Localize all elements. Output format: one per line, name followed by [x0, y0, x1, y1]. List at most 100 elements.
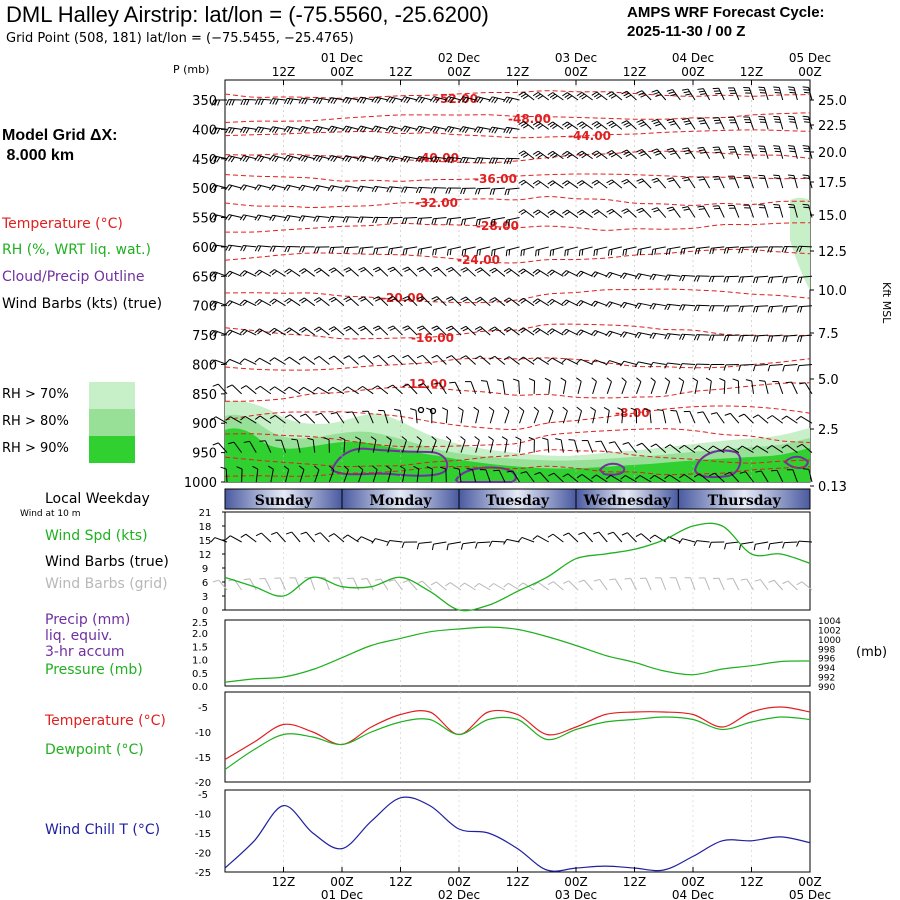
wind-barb — [682, 206, 696, 218]
wind-barb — [562, 473, 579, 483]
surface-wind-barb — [635, 533, 652, 543]
wind-barb — [372, 465, 378, 483]
surface-wind-barb — [401, 541, 418, 548]
temp-ytick-label: -5 — [198, 703, 208, 714]
wind-barb — [357, 385, 374, 395]
wind-barb — [488, 157, 505, 164]
wind-barb — [505, 246, 520, 257]
grid-wind-barb — [639, 577, 652, 591]
surface-wind-barb — [300, 531, 316, 543]
wind-barb — [758, 174, 769, 189]
wind-barb — [372, 354, 389, 365]
wind-barb — [402, 246, 418, 255]
wind-barb — [401, 186, 418, 193]
wind-barb — [386, 465, 392, 483]
legend-precip-accum: 3-hr accum — [45, 644, 125, 660]
surface-wind-barb — [488, 540, 505, 547]
wind-barb — [693, 304, 710, 312]
wind-barb — [682, 176, 696, 189]
wind-barb — [254, 245, 271, 252]
wind-barb — [649, 303, 666, 310]
wind-barb — [503, 297, 520, 307]
cloud-outline — [693, 449, 742, 479]
wind-barb — [724, 471, 740, 483]
wind-barb — [621, 208, 637, 218]
wind-barb — [433, 382, 447, 395]
wind-barb — [313, 297, 330, 307]
wind-barb — [503, 326, 520, 336]
wind-barb — [591, 179, 608, 189]
cloud-outline — [330, 447, 449, 477]
wind-barb — [474, 355, 491, 365]
wind-barb — [298, 386, 316, 395]
wind-barb — [664, 333, 681, 340]
grid-wind-barb — [289, 577, 301, 591]
wind-barb — [387, 384, 403, 395]
top-hour-label: 12Z — [740, 65, 764, 79]
wind-barb — [460, 436, 466, 453]
pressure-ytick-label: 996 — [818, 655, 835, 665]
wind-barb — [474, 326, 491, 336]
wind-barb — [576, 406, 583, 424]
wind-barb — [284, 245, 301, 253]
wind-barb — [362, 410, 374, 424]
isotherm-line — [224, 222, 811, 233]
wind-barb — [386, 125, 403, 133]
wind-barb — [401, 217, 418, 224]
wind-barb — [719, 378, 726, 394]
surface-wind-barb — [782, 541, 798, 549]
temp-ytick-label: -15 — [195, 753, 211, 764]
wind-barb — [328, 465, 335, 483]
bottom-hour-label: 00Z — [330, 875, 354, 889]
wind-barb — [240, 385, 257, 395]
page-title: DML Halley Airstrip: lat/lon = (-75.5560… — [6, 2, 489, 27]
grid-wind-barb — [274, 577, 286, 591]
wind-barb — [299, 413, 316, 424]
wind-barb — [745, 379, 754, 394]
wind-barb — [327, 97, 345, 105]
top-hour-label: 12Z — [389, 65, 413, 79]
wind-barb — [460, 267, 476, 277]
legend-windchill: Wind Chill T (°C) — [45, 822, 161, 838]
wind-barb — [354, 436, 361, 453]
surface-wind-barb — [753, 541, 769, 551]
wind-barb — [225, 99, 242, 106]
wind-barb — [766, 445, 784, 454]
surface-wind-barb — [708, 541, 725, 549]
top-hour-label: 12Z — [506, 65, 530, 79]
weekday-label: Tuesday — [486, 493, 550, 509]
grid-wind-barb — [361, 578, 374, 591]
surface-wind-barb — [693, 540, 710, 547]
wind-barb — [773, 86, 784, 101]
bottom-date-label: 04 Dec — [672, 888, 714, 900]
wind-barb — [431, 325, 447, 336]
pressure-tick-label: 700 — [192, 300, 217, 315]
wind-barb — [723, 363, 739, 371]
pressure-unit: (mb) — [856, 645, 887, 660]
wind-barb — [518, 209, 535, 218]
wind-barb — [679, 304, 696, 311]
surface-wind-barb — [547, 533, 564, 543]
wind-barb — [431, 296, 447, 307]
surface-wind-barb — [371, 538, 389, 544]
grid-wind-barb — [712, 577, 725, 591]
wind-barb — [240, 244, 257, 252]
top-hour-label: 00Z — [681, 65, 705, 79]
wind-barb — [254, 184, 272, 191]
pressure-ytick-label: 992 — [818, 674, 835, 684]
wind-barb — [697, 146, 711, 160]
wind-barb — [541, 437, 550, 453]
wind-barb — [732, 378, 740, 394]
surface-wind-barb — [768, 541, 783, 550]
wind-barb — [460, 355, 476, 365]
wind-barb — [356, 96, 374, 104]
wind-barb — [532, 298, 550, 307]
legend-wind-barbs-true: Wind Barbs (true) — [45, 554, 169, 570]
grid-wind-barb — [684, 577, 696, 591]
top-hour-label: 00Z — [798, 65, 822, 79]
kft-tick-label: 2.5 — [818, 423, 839, 438]
wind-barb — [651, 207, 667, 218]
model-grid-value: 8.000 km — [2, 147, 75, 164]
legend-precip-liq: liq. equiv. — [45, 628, 113, 644]
wind-barb — [528, 378, 536, 394]
